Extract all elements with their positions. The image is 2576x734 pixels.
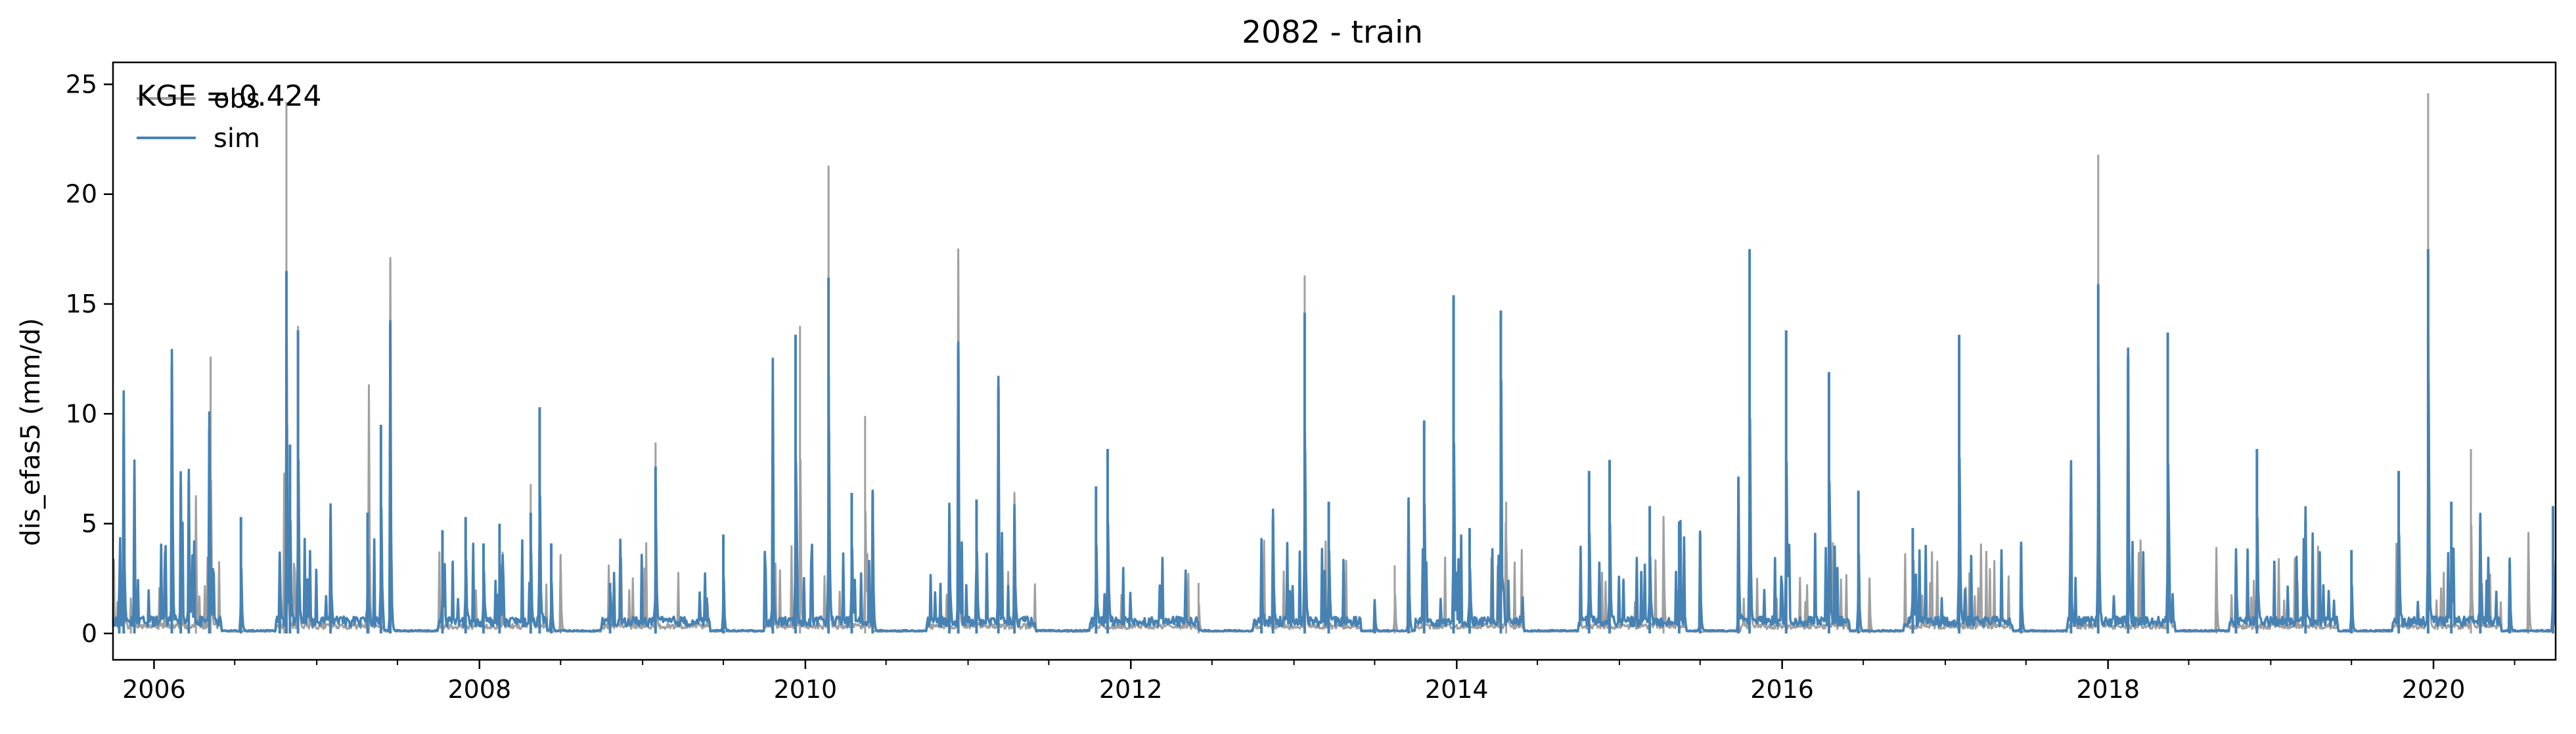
y-tick-label-10: 10 <box>66 399 97 428</box>
x-tick-label-2008: 2008 <box>447 675 511 704</box>
chart-title: 2082 - train <box>1242 14 1423 51</box>
series-layer <box>112 93 2557 634</box>
x-tick-label-2006: 2006 <box>122 675 186 704</box>
y-tick-label-15: 15 <box>66 290 97 318</box>
x-axis: 2006 2008 2010 2012 2014 2016 2018 2020 <box>122 660 2516 704</box>
x-tick-label-2020: 2020 <box>2402 675 2466 704</box>
x-tick-label-2016: 2016 <box>1750 675 1814 704</box>
series-sim <box>112 249 2557 634</box>
x-tick-label-2018: 2018 <box>2076 675 2140 704</box>
x-tick-label-2012: 2012 <box>1099 675 1163 704</box>
y-tick-label-25: 25 <box>66 70 97 98</box>
legend-label-sim: sim <box>214 123 260 154</box>
y-tick-label-5: 5 <box>81 509 97 538</box>
y-tick-label-20: 20 <box>66 180 97 209</box>
plot-frame <box>112 61 2557 661</box>
y-tick-label-0: 0 <box>81 619 97 648</box>
x-tick-label-2010: 2010 <box>773 675 837 704</box>
x-tick-label-2014: 2014 <box>1425 675 1489 704</box>
legend: obs sim <box>137 84 260 154</box>
y-axis-label: dis_efas5 (mm/d) <box>16 318 46 546</box>
kge-annotation: KGE = 0.424 <box>137 79 322 113</box>
legend-label-obs: obs <box>214 84 260 114</box>
series-line-sim <box>112 320 2557 633</box>
y-axis: 0 5 10 15 20 25 <box>66 70 113 648</box>
